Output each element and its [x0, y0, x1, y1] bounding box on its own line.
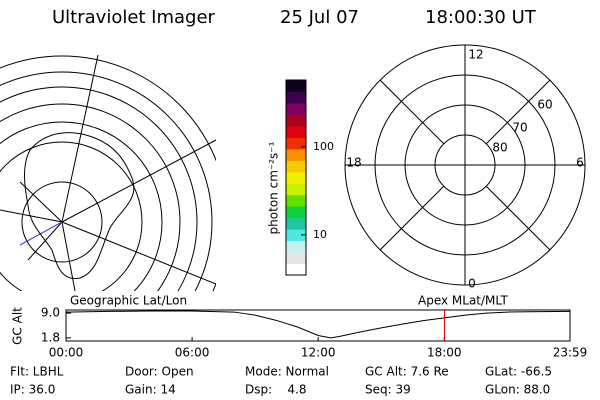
title: Ultraviolet Imager — [52, 7, 216, 28]
info-field: GLat: -66.5 — [485, 365, 552, 379]
plot-title-right: Apex MLat/MLT — [418, 294, 508, 308]
mlt-label: 18 — [346, 156, 361, 170]
color-segment — [286, 206, 306, 219]
plot-frame — [65, 309, 571, 342]
x-tick-label: 12:00 — [301, 346, 336, 360]
color-segment — [286, 80, 306, 92]
info-field: IP: 36.0 — [10, 383, 55, 397]
color-segment — [286, 183, 306, 196]
color-segment — [286, 91, 306, 104]
color-segment — [286, 229, 306, 242]
info-field: Flt: LBHL — [10, 365, 64, 379]
colorbar-tick-label: 10 — [313, 228, 327, 241]
color-segment — [286, 217, 306, 230]
y-tick-label: 1.8 — [41, 330, 60, 344]
colorbar-label: photon cm⁻²s⁻¹ — [267, 141, 281, 234]
x-tick-label: 18:00 — [427, 346, 462, 360]
colorbar: 10 100 — [285, 79, 334, 276]
mlt-label: 12 — [468, 48, 483, 62]
plot-title-left: Geographic Lat/Lon — [70, 294, 187, 308]
altitude-plot: 1.8 9.0 00:00 06:00 12:00 18:00 23:59 — [41, 306, 587, 360]
mlt-label: 0 — [468, 277, 476, 291]
color-segment — [286, 102, 306, 115]
footer: Flt: LBHL Door: Open Mode: Normal GC Alt: 7… — [10, 365, 552, 397]
color-segment — [286, 148, 306, 161]
color-segment — [286, 114, 306, 127]
color-segment — [286, 252, 306, 265]
color-segment — [286, 125, 306, 138]
color-segment — [286, 263, 306, 276]
color-segment — [286, 171, 306, 184]
info-field: GLon: 88.0 — [485, 383, 550, 397]
info-field: Dsp: 4.8 — [245, 383, 307, 397]
info-field: Door: Open — [125, 365, 194, 379]
x-tick-label: 23:59 — [553, 346, 588, 360]
altitude-curve — [65, 310, 571, 339]
info-field: Seq: 39 — [365, 383, 411, 397]
info-field: Mode: Normal — [245, 365, 329, 379]
y-axis-label: GC Alt — [11, 307, 25, 345]
lat-label: 80 — [492, 141, 507, 155]
lat-label: 70 — [512, 121, 527, 135]
time: 18:00:30 UT — [425, 7, 537, 28]
mlt-label: 6 — [576, 156, 584, 170]
y-tick-label: 9.0 — [41, 306, 60, 320]
info-field: GC Alt: 7.6 Re — [365, 365, 449, 379]
x-tick-label: 06:00 — [175, 346, 210, 360]
colorbar-frame — [285, 79, 307, 276]
polar-grid — [344, 44, 586, 286]
x-tick-label: 00:00 — [49, 346, 84, 360]
color-segment — [286, 194, 306, 207]
colorbar-tick-label: 100 — [313, 140, 334, 153]
lat-label: 60 — [537, 98, 552, 112]
geo-map — [0, 55, 216, 291]
color-segment — [286, 160, 306, 173]
info-field: Gain: 14 — [125, 383, 176, 397]
date: 25 Jul 07 — [280, 7, 359, 28]
color-segment — [286, 240, 306, 253]
color-segment — [286, 137, 306, 150]
